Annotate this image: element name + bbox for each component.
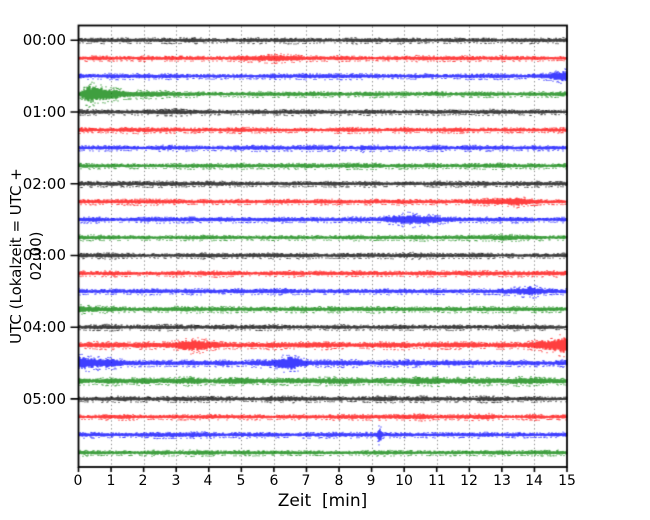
y-tick-label-0400: 04:00 (22, 318, 66, 336)
x-tick-label-10: 10 (395, 473, 413, 489)
x-tick-label-11: 11 (428, 473, 446, 489)
x-axis-label: Zeit [min] (277, 491, 368, 511)
x-tick-label-15: 15 (558, 473, 576, 489)
x-tick-label-3: 3 (171, 473, 181, 489)
x-tick-label-7: 7 (301, 473, 311, 489)
x-tick-label-5: 5 (236, 473, 246, 489)
x-tick-label-12: 12 (460, 473, 478, 489)
x-tick-label-14: 14 (525, 473, 543, 489)
x-tick-label-13: 13 (493, 473, 511, 489)
y-tick-label-0300: 03:00 (22, 246, 66, 264)
y-tick-label-0000: 00:00 (22, 31, 66, 49)
y-tick-label-0200: 02:00 (22, 175, 66, 193)
x-tick-label-8: 8 (334, 473, 344, 489)
y-tick-label-0500: 05:00 (22, 390, 66, 408)
x-tick-label-0: 0 (73, 473, 83, 489)
x-tick-label-2: 2 (138, 473, 148, 489)
x-tick-label-4: 4 (203, 473, 213, 489)
x-tick-label-1: 1 (106, 473, 116, 489)
y-tick-label-0100: 01:00 (22, 103, 66, 121)
x-tick-label-9: 9 (366, 473, 376, 489)
x-tick-label-6: 6 (269, 473, 279, 489)
